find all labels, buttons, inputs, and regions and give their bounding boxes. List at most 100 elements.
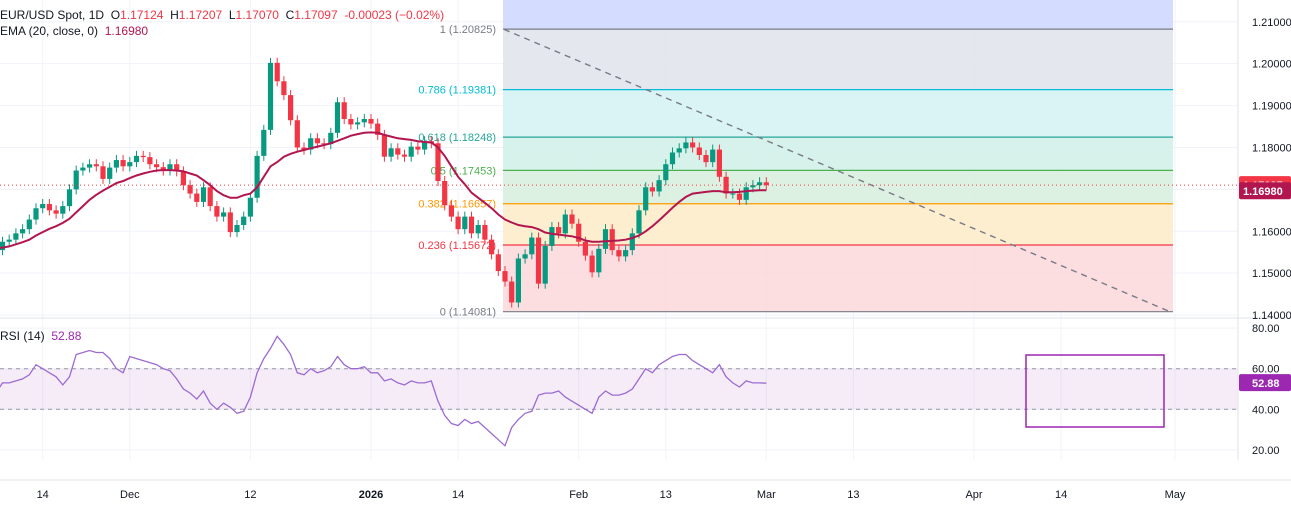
open-label: O	[110, 8, 121, 22]
candle-body	[361, 118, 367, 123]
rsi-axis-tick: 20.00	[1252, 445, 1280, 457]
candle-body	[515, 258, 521, 303]
time-axis-tick: Apr	[965, 489, 982, 501]
rsi-axis-tick: 80.00	[1252, 323, 1280, 335]
change-value: -0.00023 (−0.02%)	[344, 8, 445, 22]
candle-body	[33, 208, 39, 220]
candle-body	[167, 164, 173, 171]
price-axis-tick: 1.16000	[1252, 226, 1291, 238]
candle-body	[743, 187, 749, 200]
candle-body	[214, 206, 220, 217]
candle-body	[107, 167, 113, 179]
rsi-line	[0, 335, 767, 447]
rsi-legend: RSI (14) 52.88	[0, 329, 81, 343]
candle-body	[314, 138, 320, 144]
candle-body	[187, 185, 193, 194]
time-axis-tick: 12	[244, 489, 256, 501]
candle-body	[26, 219, 32, 230]
candle-body	[629, 233, 635, 251]
time-axis-tick: Feb	[569, 489, 588, 501]
candle-body	[60, 206, 66, 214]
rsi-value: 52.88	[51, 329, 82, 343]
fib-level-label: 0.786 (1.19381)	[418, 85, 496, 97]
candle-body	[221, 212, 227, 217]
candle-body	[227, 212, 233, 233]
time-axis-tick: 14	[1055, 489, 1067, 501]
candle-body	[435, 143, 441, 181]
fib-level-label: 0.382 (1.16657)	[418, 199, 496, 211]
candle-body	[13, 233, 19, 240]
fib-level-label: 0.5 (1.17453)	[431, 165, 496, 177]
ema-value: 1.16980	[104, 24, 149, 38]
time-axis-tick: Mar	[757, 489, 776, 501]
price-axis-tick: 1.21000	[1252, 17, 1291, 29]
candle-body	[763, 182, 769, 186]
candle-body	[623, 250, 629, 257]
candle-body	[0, 241, 6, 251]
fib-zone	[503, 137, 1173, 171]
price-axis-tick: 1.14000	[1252, 310, 1291, 322]
rsi-label: RSI (14)	[0, 329, 45, 343]
candle-body	[509, 281, 515, 303]
fib-zone	[503, 29, 1173, 90]
candle-body	[274, 62, 280, 82]
candle-body	[127, 162, 133, 167]
candle-body	[455, 216, 461, 230]
candle-body	[308, 138, 314, 150]
candle-body	[66, 189, 73, 207]
candle-body	[442, 180, 448, 206]
candle-body	[649, 187, 655, 192]
candle-body	[341, 102, 347, 119]
fib-level-label: 1 (1.20825)	[440, 24, 496, 36]
rsi-axis-tick: 60.00	[1252, 364, 1280, 376]
candle-body	[247, 197, 253, 217]
candle-body	[596, 248, 602, 273]
candle-body	[120, 160, 126, 167]
price-axis-tick: 1.20000	[1252, 59, 1291, 71]
candle-body	[174, 164, 180, 172]
high-label: H	[170, 8, 179, 22]
symbol-legend: EUR/USD Spot, 1D O1.17124 H1.17207 L1.17…	[0, 8, 444, 22]
candle-body	[723, 176, 729, 194]
candle-body	[757, 182, 763, 186]
ema-label: EMA (20, close, 0)	[0, 24, 99, 38]
candle-body	[690, 142, 696, 148]
candle-body	[736, 193, 743, 200]
time-axis-tick: 14	[37, 489, 49, 501]
ema-tag	[1239, 182, 1291, 200]
ema-tag-label: 1.16980	[1243, 186, 1283, 198]
fib-zone-top	[503, 0, 1173, 30]
candle-body	[589, 255, 595, 273]
candle-body	[267, 62, 274, 130]
candle-body	[535, 237, 542, 284]
candle-body	[348, 118, 354, 125]
candle-body	[408, 146, 414, 157]
candle-body	[46, 204, 52, 211]
candle-body	[93, 164, 99, 167]
candle-body	[160, 167, 166, 171]
candle-body	[656, 180, 662, 192]
candle-body	[422, 141, 428, 150]
time-axis-tick: 14	[452, 489, 464, 501]
candle-body	[261, 129, 267, 156]
candle-body	[20, 229, 26, 234]
symbol-label: EUR/USD Spot, 1D	[0, 8, 105, 22]
candle-body	[334, 102, 341, 133]
candle-body	[696, 147, 702, 156]
candle-body	[294, 120, 300, 148]
fib-zone	[503, 89, 1173, 138]
candle-body	[489, 239, 495, 255]
candle-body	[147, 157, 153, 165]
candle-body	[669, 152, 676, 165]
low-value: 1.17070	[235, 8, 279, 22]
candle-body	[234, 224, 240, 233]
candle-body	[40, 204, 46, 209]
candle-body	[448, 205, 454, 217]
candle-body	[576, 223, 582, 242]
candle-body	[154, 164, 160, 168]
candle-body	[482, 224, 488, 240]
candle-body	[6, 239, 12, 242]
rsi-axis-tick: 40.00	[1252, 404, 1280, 416]
candle-body	[750, 185, 756, 188]
